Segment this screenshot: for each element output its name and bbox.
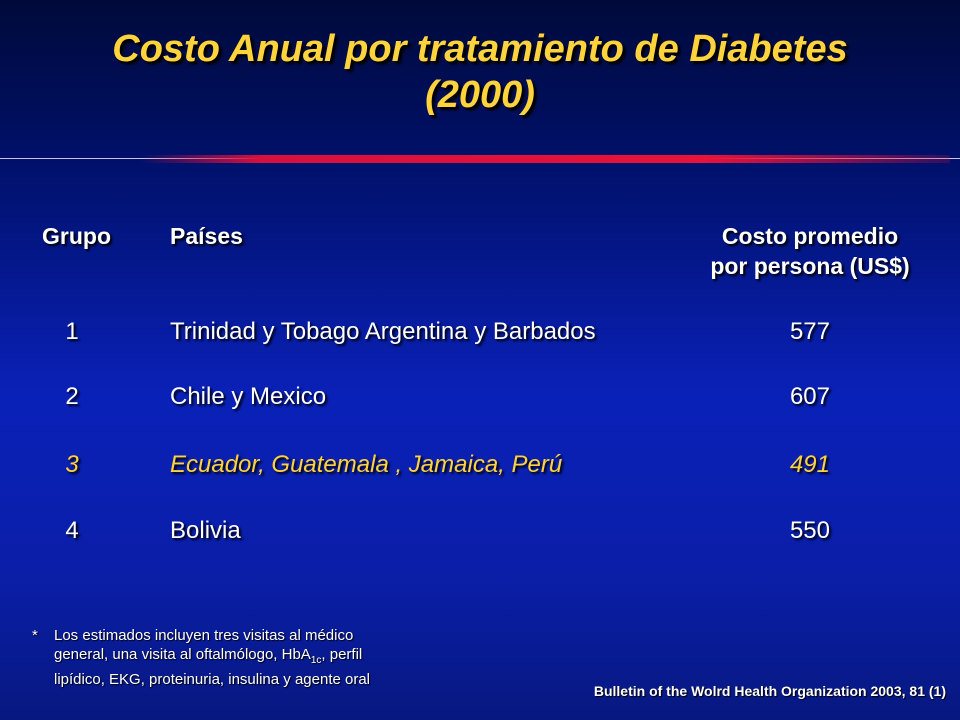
column-header-costo: Costo promedio por persona (US$) [660,221,960,281]
footnote-line-2-end: , perfil [321,646,363,663]
footnote-line-2-text: general, una visita al oftalmólogo, HbA [54,646,311,663]
cell-grupo: 3 [65,451,79,478]
cell-costo: 607 [789,383,830,410]
table-row: 4 Bolivia 550 [0,514,960,548]
divider-accent-bar [140,155,950,163]
footnote-text: Los estimados incluyen tres visitas al m… [54,626,474,689]
table-row: 1 Trinidad y Tobago Argentina y Barbados… [0,315,960,349]
footnote-line-3: lipídico, EKG, proteinuria, insulina y a… [54,671,371,688]
cell-grupo: 2 [65,383,79,410]
cell-paises: Bolivia [170,517,241,544]
column-header-grupo: Grupo [42,223,111,249]
column-header-costo-line-1: Costo promedio [721,223,899,249]
cell-paises: Ecuador, Guatemala , Jamaica, Perú [170,451,563,478]
column-header-paises: Países [170,223,243,249]
title-line-1: Costo Anual por tratamiento de Diabetes [112,28,848,70]
table-row-highlighted: 3 Ecuador, Guatemala , Jamaica, Perú 491 [0,448,960,482]
footnote-asterisk: * [32,627,38,644]
source-citation: Bulletin of the Wolrd Health Organizatio… [593,683,946,699]
cell-costo: 491 [789,451,830,478]
cell-costo: 577 [789,318,830,345]
footnote-subscript: 1c [310,655,322,666]
slide-title: Costo Anual por tratamiento de Diabetes … [0,26,960,118]
title-line-2: (2000) [425,74,535,116]
footnote-line-1: Los estimados incluyen tres visitas al m… [54,627,354,644]
cell-paises: Trinidad y Tobago Argentina y Barbados [170,318,596,345]
table-row: 2 Chile y Mexico 607 [0,380,960,414]
column-header-costo-line-2: por persona (US$) [710,253,910,279]
cell-grupo: 1 [65,318,79,345]
cell-grupo: 4 [65,517,79,544]
cell-costo: 550 [789,517,830,544]
footnote-line-2: general, una visita al oftalmólogo, HbA1… [54,645,474,670]
cell-paises: Chile y Mexico [170,383,327,410]
